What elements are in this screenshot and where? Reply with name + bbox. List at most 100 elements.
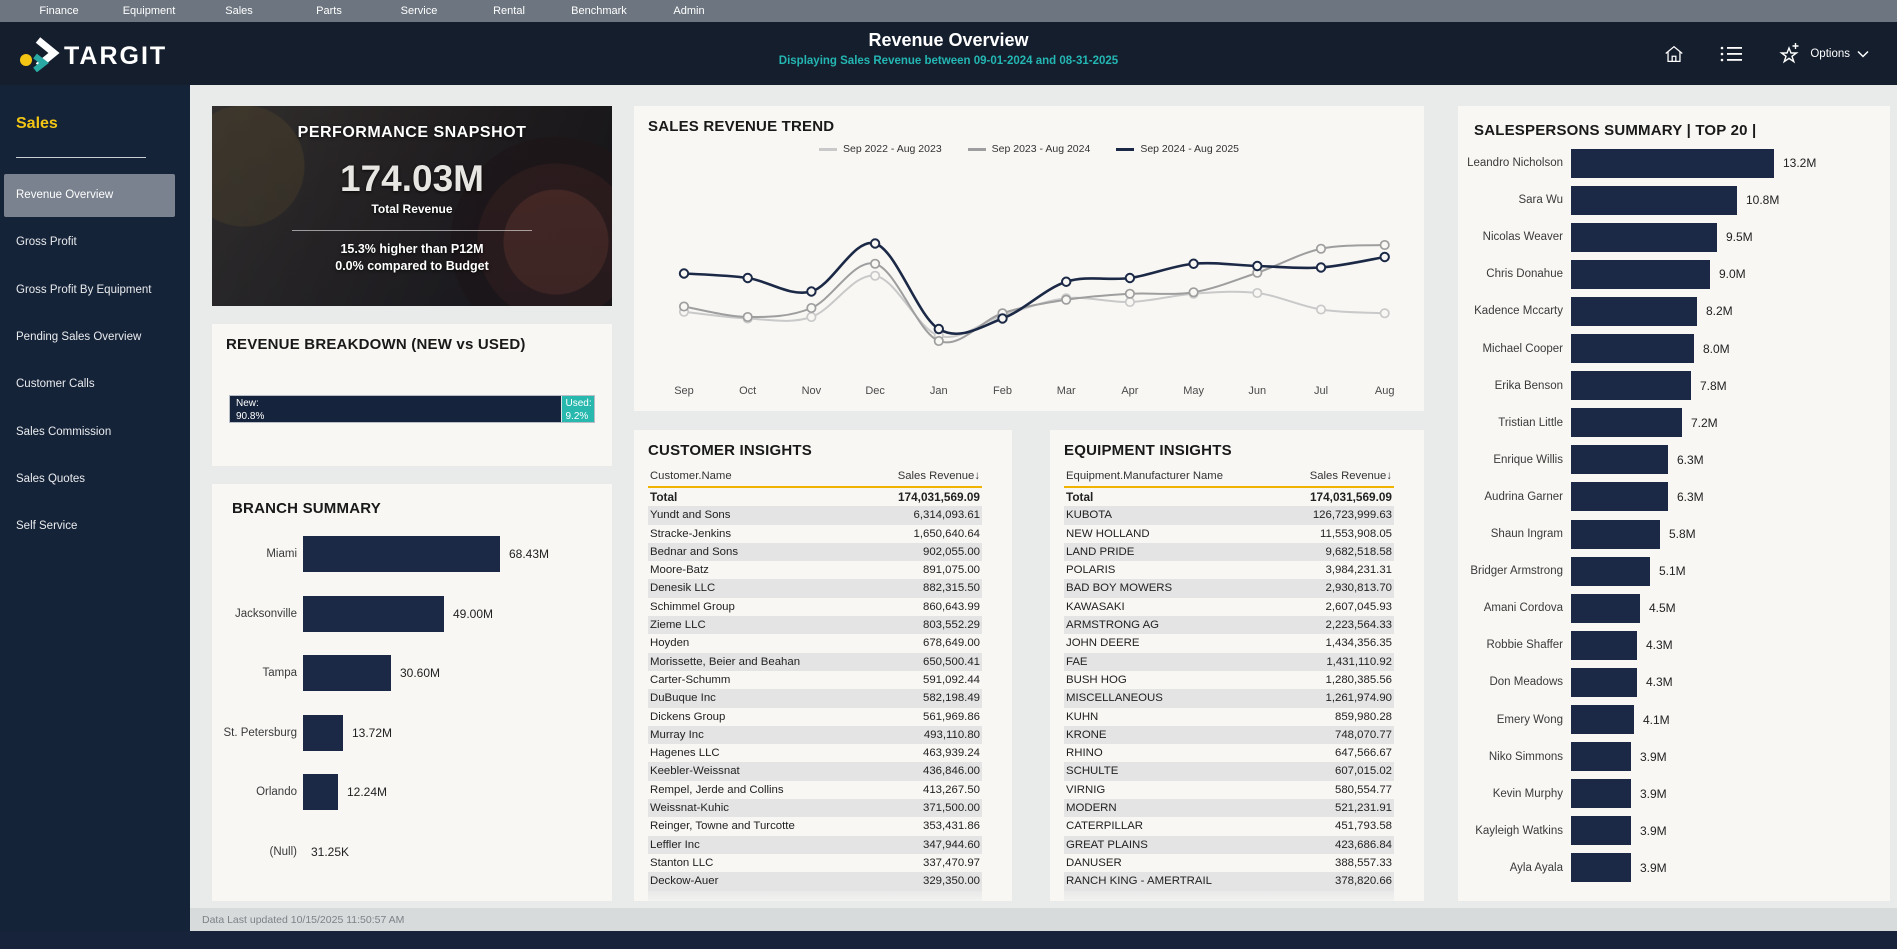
trend-point[interactable] (870, 258, 881, 269)
salesperson-row-bar[interactable] (1571, 371, 1691, 401)
salesperson-row-bar[interactable] (1571, 482, 1668, 512)
sidebar-item-sales-commission[interactable]: Sales Commission (16, 425, 112, 438)
sidebar-item-gross-profit[interactable]: Gross Profit (16, 236, 77, 249)
nav-item-service[interactable]: Service (400, 5, 438, 17)
equipment-row-new-holland[interactable]: NEW HOLLAND 11,553,908.05 (1064, 525, 1394, 543)
salesperson-row-bar[interactable] (1571, 816, 1631, 846)
trend-point[interactable] (742, 311, 753, 323)
list-button[interactable] (1719, 44, 1743, 64)
trend-point[interactable] (997, 313, 1008, 324)
branch-row-bar[interactable] (303, 774, 338, 810)
equipment-row-caterpillar[interactable]: CATERPILLAR 451,793.58 (1064, 817, 1394, 835)
customer-row-dubuque-inc[interactable]: DuBuque Inc 582,198.49 (648, 689, 982, 708)
customer-row-hagenes-llc[interactable]: Hagenes LLC 463,939.24 (648, 744, 982, 762)
customer-row-weissnat-kuhic[interactable]: Weissnat-Kuhic 371,500.00 (648, 799, 982, 818)
equipment-row-danuser[interactable]: DANUSER 388,557.33 (1064, 854, 1394, 872)
sidebar-item-revenue-overview[interactable]: Revenue Overview (4, 174, 175, 217)
equipment-row-kawasaki[interactable]: KAWASAKI 2,607,045.93 (1064, 598, 1394, 616)
nav-item-equipment[interactable]: Equipment (122, 5, 176, 17)
trend-point[interactable] (1379, 308, 1390, 319)
targit-logo[interactable]: TARGIT (18, 34, 178, 77)
trend-point[interactable] (806, 311, 817, 323)
trend-point[interactable] (1379, 251, 1390, 263)
equipment-row-schulte[interactable]: SCHULTE 607,015.02 (1064, 762, 1394, 781)
trend-point[interactable] (1188, 258, 1199, 269)
trend-point[interactable] (869, 238, 881, 249)
customer-row-moore-batz[interactable]: Moore-Batz 891,075.00 (648, 561, 982, 579)
salesperson-row-bar[interactable] (1571, 667, 1637, 697)
trend-line-sep-2023-aug-2024[interactable] (683, 244, 1385, 344)
trend-point[interactable] (933, 323, 944, 335)
salesperson-row-bar[interactable] (1571, 259, 1710, 289)
trend-point[interactable] (1379, 239, 1390, 251)
nav-item-sales[interactable]: Sales (225, 5, 253, 17)
equipment-row-land-pride[interactable]: LAND PRIDE 9,682,518.58 (1064, 542, 1394, 562)
customer-row-zieme-llc[interactable]: Zieme LLC 803,552.29 (648, 616, 982, 635)
trend-point[interactable] (742, 272, 753, 284)
sidebar-item-pending-sales-overview[interactable]: Pending Sales Overview (16, 330, 142, 343)
customer-row-schimmel-group[interactable]: Schimmel Group 860,643.99 (648, 598, 982, 616)
customer-row-rempel-jerde-and-collins[interactable]: Rempel, Jerde and Collins 413,267.50 (648, 781, 982, 799)
trend-point[interactable] (1315, 243, 1327, 254)
customer-row-denesik-llc[interactable]: Denesik LLC 882,315.50 (648, 579, 982, 598)
salesperson-row-bar[interactable] (1571, 222, 1717, 252)
salesperson-row-bar[interactable] (1571, 593, 1640, 623)
trend-point[interactable] (1252, 260, 1263, 272)
column-header-customer-name[interactable]: Customer.Name (650, 470, 732, 482)
sidebar-item-customer-calls[interactable]: Customer Calls (16, 378, 95, 391)
equipment-row-armstrong-ag[interactable]: ARMSTRONG AG 2,223,564.33 (1064, 616, 1394, 635)
salesperson-row-bar[interactable] (1571, 408, 1682, 438)
breakdown-used-segment[interactable]: Used: 9.2% (560, 396, 594, 422)
equipment-row-kuhn[interactable]: KUHN 859,980.28 (1064, 708, 1394, 726)
salesperson-row-bar[interactable] (1571, 148, 1774, 178)
branch-row-bar[interactable] (303, 536, 500, 572)
salesperson-row-bar[interactable] (1571, 334, 1694, 363)
customer-row-morissette-beier-and-beahan[interactable]: Morissette, Beier and Beahan 650,500.41 (648, 652, 982, 671)
salesperson-row-bar[interactable] (1571, 779, 1631, 809)
equipment-row-fae[interactable]: FAE 1,431,110.92 (1064, 652, 1394, 671)
equipment-row-bad-boy-mowers[interactable]: BAD BOY MOWERS 2,930,813.70 (1064, 579, 1394, 598)
nav-item-rental[interactable]: Rental (493, 5, 525, 17)
equipment-row-bush-hog[interactable]: BUSH HOG 1,280,385.56 (1064, 671, 1394, 689)
salesperson-row-bar[interactable] (1571, 185, 1737, 215)
customer-row-bednar-and-sons[interactable]: Bednar and Sons 902,055.00 (648, 542, 982, 562)
salesperson-row-bar[interactable] (1571, 853, 1631, 883)
customer-row-stracke-jenkins[interactable]: Stracke-Jenkins 1,650,640.64 (648, 525, 982, 543)
home-button[interactable] (1663, 43, 1685, 65)
sidebar-item-self-service[interactable]: Self Service (16, 520, 78, 533)
customer-row-deckow-auer[interactable]: Deckow-Auer 329,350.00 (648, 872, 982, 891)
equipment-row-great-plains[interactable]: GREAT PLAINS 423,686.84 (1064, 835, 1394, 854)
trend-point[interactable] (1315, 304, 1327, 315)
customer-row-keebler-weissnat[interactable]: Keebler-Weissnat 436,846.00 (648, 762, 982, 781)
customer-row-leffler-inc[interactable]: Leffler Inc 347,944.60 (648, 835, 982, 854)
customer-row-hoyden[interactable]: Hoyden 678,649.00 (648, 634, 982, 652)
salesperson-row-bar[interactable] (1571, 445, 1668, 475)
equipment-row-kubota[interactable]: KUBOTA 126,723,999.63 (1064, 506, 1394, 525)
salesperson-row-bar[interactable] (1571, 556, 1650, 586)
breakdown-new-segment[interactable]: New: 90.8% (230, 396, 561, 422)
nav-item-finance[interactable]: Finance (39, 5, 79, 17)
sidebar-item-gross-profit-by-equipment[interactable]: Gross Profit By Equipment (16, 283, 152, 296)
legend-item-sep-2022-aug-2023[interactable]: Sep 2022 - Aug 2023 (818, 143, 942, 155)
options-button[interactable]: Options (1777, 41, 1869, 67)
trend-line-chart[interactable]: Sep Oct Nov Dec Jan Feb Mar Apr May Jun Jul Aug (634, 106, 1424, 411)
salesperson-row-bar[interactable] (1571, 519, 1660, 549)
equipment-row-polaris[interactable]: POLARIS 3,984,231.31 (1064, 561, 1394, 579)
nav-item-benchmark[interactable]: Benchmark (571, 5, 627, 17)
salesperson-row-bar[interactable] (1571, 296, 1697, 326)
customer-row-stanton-llc[interactable]: Stanton LLC 337,470.97 (648, 854, 982, 872)
trend-point[interactable] (678, 301, 690, 312)
trend-point[interactable] (1315, 262, 1327, 273)
nav-item-admin[interactable]: Admin (673, 5, 705, 17)
branch-row-bar[interactable] (303, 714, 343, 751)
equipment-row-miscellaneous[interactable]: MISCELLANEOUS 1,261,974.90 (1064, 689, 1394, 708)
equipment-row-modern[interactable]: MODERN 521,231.91 (1064, 799, 1394, 818)
sidebar-item-sales-quotes[interactable]: Sales Quotes (16, 472, 86, 485)
equipment-row-rhino[interactable]: RHINO 647,566.67 (1064, 744, 1394, 762)
trend-point[interactable] (1252, 287, 1263, 299)
equipment-row-john-deere[interactable]: JOHN DEERE 1,434,356.35 (1064, 634, 1394, 652)
customer-row-murray-inc[interactable]: Murray Inc 493,110.80 (648, 725, 982, 745)
nav-item-parts[interactable]: Parts (316, 5, 342, 17)
salesperson-row-bar[interactable] (1571, 742, 1631, 772)
trend-point[interactable] (870, 270, 881, 281)
